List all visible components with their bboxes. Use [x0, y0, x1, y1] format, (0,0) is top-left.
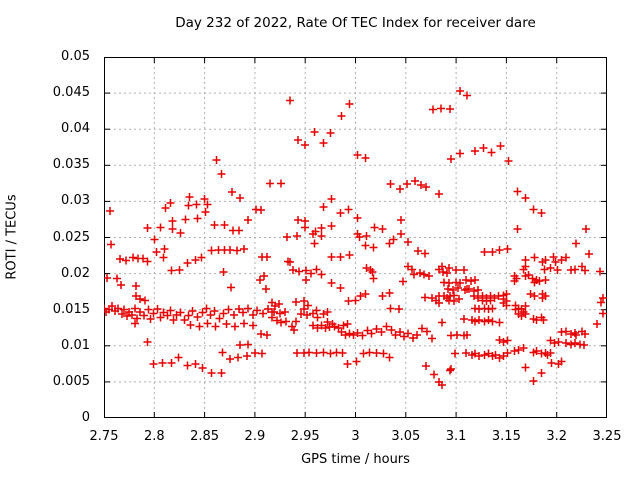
x-tick-label: 2.9 — [244, 429, 266, 444]
y-tick-label: 0.035 — [52, 157, 90, 173]
y-tick-label: 0.025 — [52, 229, 90, 245]
x-tick-label: 2.95 — [290, 429, 320, 444]
plot-border — [104, 57, 607, 418]
y-tick-label: 0.005 — [52, 373, 90, 389]
y-tick-label: 0.05 — [61, 49, 90, 64]
x-tick-label: 3.1 — [445, 429, 467, 444]
x-tick-label: 3.15 — [491, 429, 521, 444]
x-tick-label: 2.75 — [89, 429, 119, 444]
y-tick-label: 0.02 — [61, 265, 90, 281]
y-tick-label: 0.045 — [52, 85, 90, 101]
plot-area — [100, 56, 608, 419]
y-tick-label: 0.01 — [61, 337, 90, 353]
y-tick-label: 0.03 — [61, 193, 90, 209]
x-tick-label: 2.85 — [190, 429, 220, 444]
y-tick-label: 0.015 — [52, 301, 90, 317]
x-tick-label: 3.05 — [391, 429, 421, 444]
y-tick-label: 0 — [81, 410, 90, 425]
x-axis-label: GPS time / hours — [301, 452, 410, 467]
plot-svg — [100, 56, 608, 419]
chart-title: Day 232 of 2022, Rate Of TEC Index for r… — [175, 15, 536, 31]
x-tick-label: 3 — [351, 429, 360, 444]
y-axis-label: ROTI / TECUs — [4, 194, 20, 280]
scatter-points — [100, 87, 607, 389]
x-tick-label: 2.8 — [143, 429, 165, 444]
y-tick-label: 0.04 — [61, 121, 90, 137]
x-tick-label: 3.2 — [546, 429, 568, 444]
x-tick-label: 3.25 — [592, 429, 622, 444]
